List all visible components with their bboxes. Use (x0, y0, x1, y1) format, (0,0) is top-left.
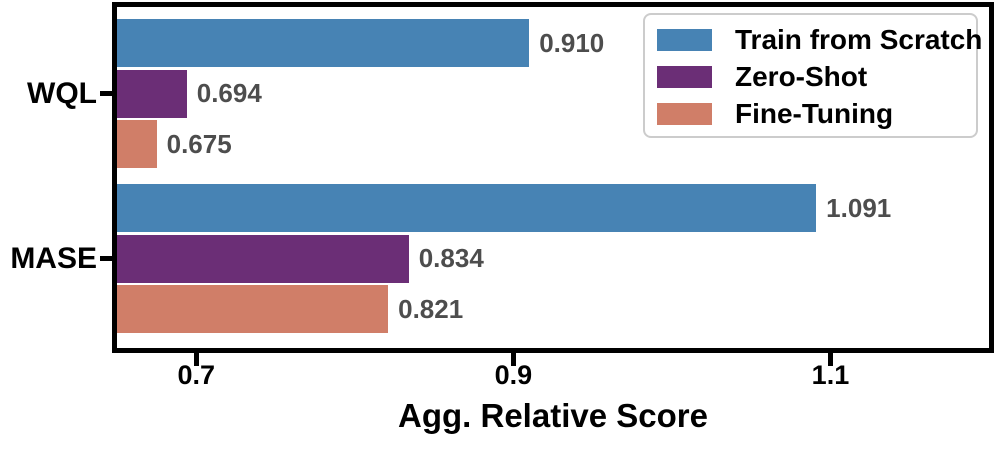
legend-item: Zero-Shot (645, 58, 976, 95)
legend-swatch (657, 65, 712, 88)
x-tick-label: 0.7 (177, 360, 216, 390)
bar-wql-1 (117, 69, 187, 118)
x-axis-title: Agg. Relative Score (398, 397, 708, 434)
legend-label: Train from Scratch (735, 23, 983, 55)
x-tick-mark (510, 353, 516, 366)
y-tick-mark (100, 91, 112, 96)
bar-mase-0 (117, 184, 817, 232)
bar-value-label: 0.694 (196, 78, 262, 108)
bar-value-label: 0.834 (418, 243, 484, 273)
x-tick-label: 1.1 (811, 360, 850, 390)
bars-layer: 0.910 0.694 0.675 1.091 0.834 0.821 (117, 7, 989, 348)
x-tick-mark (193, 353, 199, 366)
y-category-label: MASE (10, 241, 97, 275)
y-tick-mark (100, 256, 112, 261)
legend-label: Fine-Tuning (735, 97, 894, 129)
x-tick-label: 0.9 (494, 360, 533, 390)
bar-value-label: 1.091 (826, 192, 892, 223)
legend-label: Zero-Shot (735, 60, 868, 92)
bar-wql-0 (117, 19, 530, 67)
legend-swatch (657, 102, 712, 125)
legend-swatch (657, 28, 712, 51)
legend-item: Train from Scratch (645, 21, 982, 58)
x-tick-mark (827, 353, 833, 366)
bar-mase-1 (117, 234, 409, 283)
bar-value-label: 0.910 (539, 27, 605, 58)
bar-value-label: 0.821 (398, 293, 464, 324)
bar-wql-2 (117, 120, 157, 168)
y-category-label: WQL (27, 76, 97, 110)
legend-item: Fine-Tuning (645, 95, 976, 132)
bar-value-label: 0.675 (166, 128, 232, 159)
legend: Train from Scratch Zero-Shot Fine-Tuning (643, 13, 982, 138)
bar-mase-2 (117, 285, 389, 333)
